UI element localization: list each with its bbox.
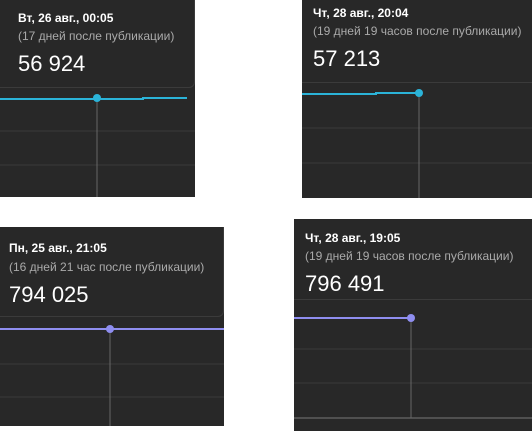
graph — [294, 314, 532, 419]
tooltip: Пн, 25 авг., 21:05 (16 дней 21 час после… — [0, 227, 224, 317]
graph — [0, 94, 195, 197]
tooltip-date: Чт, 28 авг., 19:05 — [305, 231, 401, 245]
graph — [302, 89, 532, 198]
series-line — [302, 92, 419, 95]
hover-dot — [106, 325, 114, 333]
tooltip-date: Вт, 26 авг., 00:05 — [18, 11, 114, 25]
tooltip-note: (19 дней 19 часов после публикации) — [305, 249, 514, 263]
graph — [0, 325, 224, 426]
tooltip-note: (19 дней 19 часов после публикации) — [313, 24, 522, 38]
tooltip-value: 56 924 — [18, 51, 86, 76]
stat-panel: Чт, 28 авг., 20:04 (19 дней 19 часов пос… — [302, 0, 532, 198]
stat-panel: Пн, 25 авг., 21:05 (16 дней 21 час после… — [0, 227, 224, 426]
tooltip-date: Чт, 28 авг., 20:04 — [313, 6, 409, 20]
tooltip-value: 794 025 — [9, 282, 89, 307]
tooltip: Чт, 28 авг., 19:05 (19 дней 19 часов пос… — [294, 219, 532, 300]
hover-dot — [415, 89, 423, 97]
tooltip-note: (16 дней 21 час после публикации) — [9, 260, 205, 274]
hover-dot — [407, 314, 415, 322]
series-line — [0, 97, 187, 100]
tooltip-date: Пн, 25 авг., 21:05 — [9, 241, 107, 255]
tooltip-value: 796 491 — [305, 271, 385, 296]
hover-dot — [93, 94, 101, 102]
tooltip: Чт, 28 авг., 20:04 (19 дней 19 часов пос… — [302, 0, 532, 83]
stat-panel: Вт, 26 авг., 00:05 (17 дней после публик… — [0, 0, 195, 197]
tooltip-value: 57 213 — [313, 46, 381, 71]
tooltip: Вт, 26 авг., 00:05 (17 дней после публик… — [0, 0, 195, 88]
stat-panel: Чт, 28 авг., 19:05 (19 дней 19 часов пос… — [294, 219, 532, 431]
tooltip-note: (17 дней после публикации) — [18, 29, 175, 43]
